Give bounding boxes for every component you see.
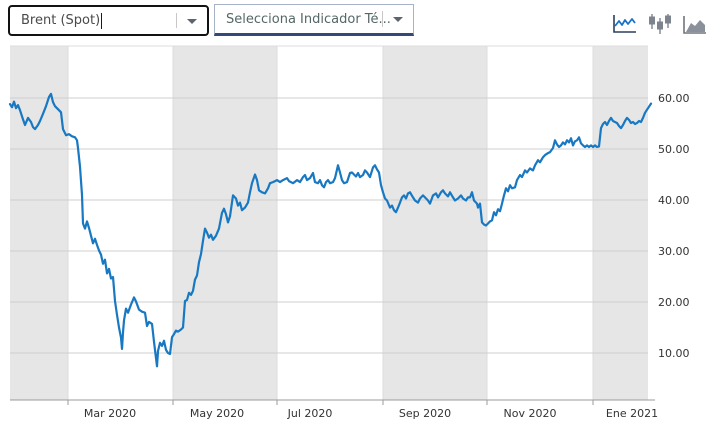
x-tick-label: Sep 2020 (399, 407, 451, 420)
y-tick-label: 40.00 (658, 194, 690, 207)
line-chart-type-button[interactable] (610, 12, 638, 36)
y-tick-label: 30.00 (658, 245, 690, 258)
toolbar: Brent (Spot) Selecciona Indicador Té... (0, 0, 724, 42)
line-chart-icon (613, 15, 636, 33)
y-tick-label: 50.00 (658, 143, 690, 156)
chevron-down-icon[interactable] (393, 17, 403, 22)
symbol-select[interactable]: Brent (Spot) (8, 5, 209, 36)
x-tick-label: May 2020 (190, 407, 244, 420)
price-line[interactable] (8, 92, 653, 368)
chevron-down-icon[interactable] (187, 18, 197, 24)
y-tick-label: 20.00 (658, 296, 690, 309)
y-tick-label: 10.00 (658, 347, 690, 360)
indicator-select-value: Selecciona Indicador Té... (226, 11, 391, 27)
x-tick-label: Ene 2021 (606, 407, 658, 420)
month-band (173, 46, 277, 400)
x-tick-label: Jul 2020 (287, 407, 333, 420)
y-tick-label: 60.00 (658, 92, 690, 105)
symbol-select-value: Brent (Spot) (21, 13, 101, 28)
area-chart-type-button[interactable] (680, 12, 708, 36)
month-band (10, 46, 68, 400)
candlestick-chart-icon (649, 14, 671, 34)
area-chart-icon (683, 16, 706, 34)
candlestick-chart-type-button[interactable] (646, 12, 674, 36)
indicator-select[interactable]: Selecciona Indicador Té... (214, 4, 414, 36)
x-tick-label: Mar 2020 (84, 407, 136, 420)
dropdown-separator (176, 13, 177, 28)
dropdown-separator (382, 11, 383, 27)
x-tick-label: Nov 2020 (504, 407, 557, 420)
month-band (383, 46, 487, 400)
month-band (593, 46, 648, 400)
text-cursor (101, 12, 103, 29)
